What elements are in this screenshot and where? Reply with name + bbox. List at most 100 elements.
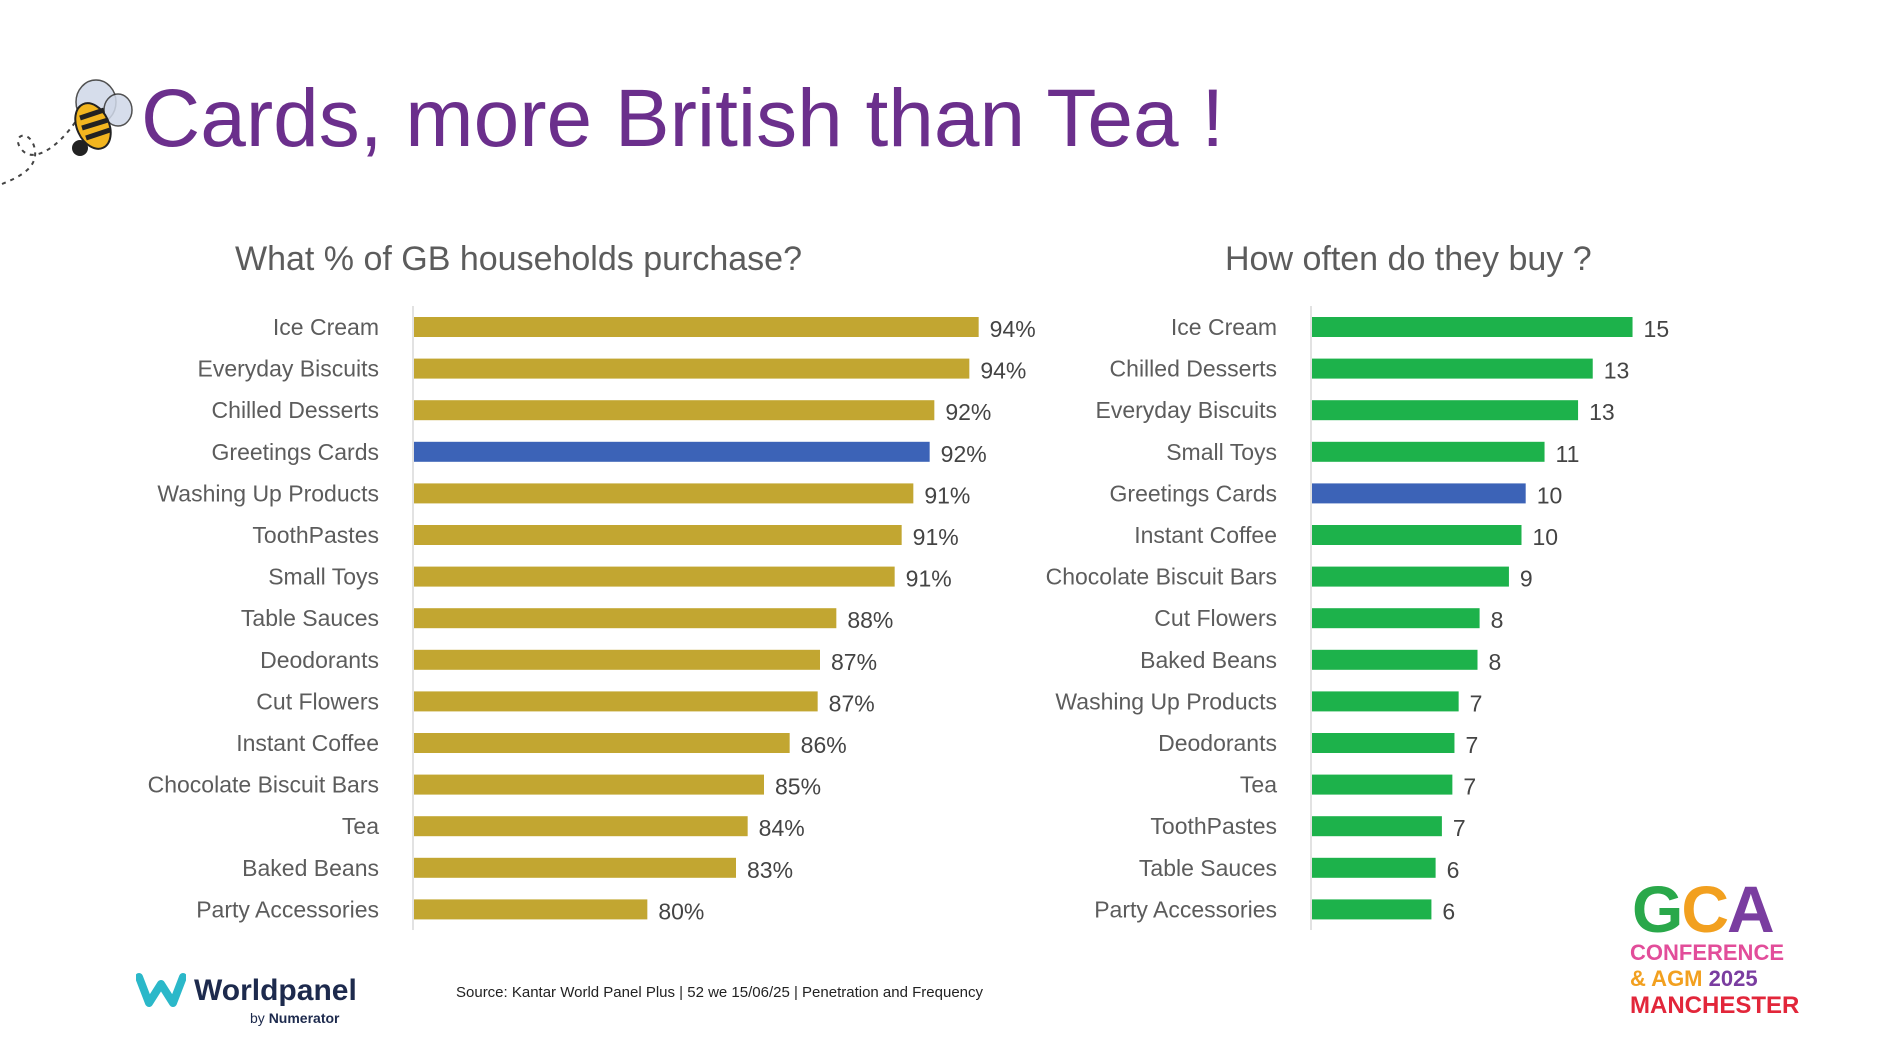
frequency-bar-chilled-desserts: [1312, 358, 1593, 379]
penetration-bar-deodorants: [414, 649, 820, 670]
gca-agm-text: & AGM: [1630, 966, 1703, 991]
penetration-value-label-baked-beans: 83%: [747, 857, 793, 883]
penetration-category-label-cut-flowers: Cut Flowers: [256, 688, 379, 714]
gca-conference-text: CONFERENCE: [1630, 940, 1785, 965]
penetration-bar-toothpastes: [414, 525, 902, 545]
slide-title: Cards, more British than Tea !: [141, 73, 1225, 164]
penetration-value-label-ice-cream: 94%: [990, 316, 1036, 342]
worldpanel-w-icon: [136, 973, 186, 1007]
penetration-category-label-deodorants: Deodorants: [260, 647, 379, 673]
frequency-value-label-greetings-cards: 10: [1537, 482, 1563, 508]
penetration-value-label-cut-flowers: 87%: [829, 690, 875, 716]
frequency-category-label-instant-coffee: Instant Coffee: [1134, 522, 1277, 548]
frequency-bar-party-accessories: [1312, 899, 1432, 920]
worldpanel-logo: Worldpanel by Numerator: [136, 970, 376, 1030]
penetration-bar-baked-beans: [414, 857, 736, 878]
frequency-category-label-cut-flowers: Cut Flowers: [1154, 605, 1277, 631]
source-note: Source: Kantar World Panel Plus | 52 we …: [456, 984, 983, 1001]
penetration-bar-washing-up-products: [414, 483, 914, 504]
frequency-bar-table-sauces: [1312, 857, 1436, 878]
penetration-bar-party-accessories: [414, 899, 648, 920]
penetration-value-label-tea: 84%: [759, 815, 805, 841]
penetration-value-label-washing-up-products: 91%: [924, 482, 970, 508]
frequency-bar-cut-flowers: [1312, 608, 1480, 629]
penetration-value-label-deodorants: 87%: [831, 649, 877, 675]
frequency-bar-chocolate-biscuit-bars: [1312, 566, 1509, 587]
penetration-category-label-everyday-biscuits: Everyday Biscuits: [197, 356, 379, 382]
gca-letter-c: C: [1681, 872, 1729, 946]
penetration-bar-table-sauces: [414, 608, 837, 629]
frequency-category-label-tea: Tea: [1240, 772, 1277, 798]
frequency-category-label-chocolate-biscuit-bars: Chocolate Biscuit Bars: [1046, 564, 1277, 590]
penetration-bar-chocolate-biscuit-bars: [414, 774, 764, 795]
frequency-bar-everyday-biscuits: [1312, 400, 1579, 421]
frequency-category-label-everyday-biscuits: Everyday Biscuits: [1095, 397, 1277, 423]
penetration-value-label-party-accessories: 80%: [658, 898, 704, 924]
frequency-value-label-deodorants: 7: [1465, 732, 1478, 758]
penetration-category-label-ice-cream: Ice Cream: [273, 314, 379, 340]
penetration-category-label-baked-beans: Baked Beans: [242, 855, 379, 881]
frequency-value-label-toothpastes: 7: [1453, 815, 1466, 841]
penetration-category-label-party-accessories: Party Accessories: [196, 896, 379, 922]
penetration-category-label-toothpastes: ToothPastes: [252, 522, 379, 548]
frequency-category-label-washing-up-products: Washing Up Products: [1055, 688, 1277, 714]
penetration-value-label-everyday-biscuits: 94%: [980, 358, 1026, 384]
penetration-category-label-tea: Tea: [342, 813, 379, 839]
frequency-bar-deodorants: [1312, 733, 1455, 753]
frequency-value-label-table-sauces: 6: [1447, 857, 1460, 883]
penetration-value-label-chocolate-biscuit-bars: 85%: [775, 774, 821, 800]
frequency-category-label-small-toys: Small Toys: [1166, 439, 1277, 465]
penetration-value-label-table-sauces: 88%: [847, 607, 893, 633]
frequency-value-label-chocolate-biscuit-bars: 9: [1520, 566, 1533, 592]
penetration-bar-cut-flowers: [414, 691, 818, 712]
frequency-value-label-baked-beans: 8: [1489, 649, 1502, 675]
penetration-bar-small-toys: [414, 566, 895, 587]
penetration-bar-greetings-cards: [414, 441, 930, 462]
penetration-bar-instant-coffee: [414, 733, 790, 753]
frequency-category-label-baked-beans: Baked Beans: [1140, 647, 1277, 673]
frequency-value-label-small-toys: 11: [1556, 441, 1580, 467]
frequency-category-label-ice-cream: Ice Cream: [1171, 314, 1277, 340]
frequency-value-label-everyday-biscuits: 13: [1589, 399, 1615, 425]
frequency-category-label-greetings-cards: Greetings Cards: [1110, 480, 1277, 506]
gca-letter-g: G: [1632, 872, 1683, 946]
penetration-bar-tea: [414, 816, 748, 837]
frequency-bar-small-toys: [1312, 441, 1545, 462]
frequency-bar-washing-up-products: [1312, 691, 1459, 712]
frequency-value-label-washing-up-products: 7: [1470, 690, 1483, 716]
frequency-bar-tea: [1312, 774, 1453, 795]
frequency-bar-ice-cream: [1312, 317, 1633, 337]
penetration-value-label-small-toys: 91%: [906, 566, 952, 592]
frequency-chart-title: How often do they buy ?: [1225, 240, 1592, 278]
penetration-category-label-small-toys: Small Toys: [268, 564, 379, 590]
gca-letter-a: A: [1727, 872, 1775, 946]
worldpanel-byline: by Numerator: [250, 1010, 339, 1026]
frequency-category-label-party-accessories: Party Accessories: [1094, 896, 1277, 922]
frequency-value-label-cut-flowers: 8: [1491, 607, 1504, 633]
worldpanel-wordmark: Worldpanel: [194, 974, 357, 1007]
penetration-category-label-greetings-cards: Greetings Cards: [212, 439, 379, 465]
bee-icon: [1, 79, 133, 185]
frequency-category-label-chilled-desserts: Chilled Desserts: [1110, 356, 1277, 382]
frequency-bar-toothpastes: [1312, 816, 1442, 837]
frequency-value-label-party-accessories: 6: [1442, 898, 1455, 924]
frequency-bar-instant-coffee: [1312, 525, 1522, 545]
frequency-value-label-instant-coffee: 10: [1533, 524, 1559, 550]
worldpanel-by: by: [250, 1010, 265, 1026]
frequency-category-label-toothpastes: ToothPastes: [1150, 813, 1277, 839]
penetration-category-label-chilled-desserts: Chilled Desserts: [212, 397, 379, 423]
penetration-category-label-instant-coffee: Instant Coffee: [236, 730, 379, 756]
frequency-value-label-tea: 7: [1463, 774, 1476, 800]
penetration-bar-everyday-biscuits: [414, 358, 970, 379]
gca-year-text: 2025: [1708, 966, 1758, 991]
penetration-value-label-greetings-cards: 92%: [941, 441, 987, 467]
penetration-chart-title: What % of GB households purchase?: [235, 240, 802, 278]
penetration-bar-chilled-desserts: [414, 400, 935, 421]
worldpanel-numerator: Numerator: [268, 1010, 340, 1026]
frequency-category-label-table-sauces: Table Sauces: [1139, 855, 1277, 881]
gca-agm-line: & AGM 2025: [1630, 968, 1758, 990]
penetration-category-label-washing-up-products: Washing Up Products: [157, 480, 379, 506]
penetration-category-label-table-sauces: Table Sauces: [241, 605, 379, 631]
